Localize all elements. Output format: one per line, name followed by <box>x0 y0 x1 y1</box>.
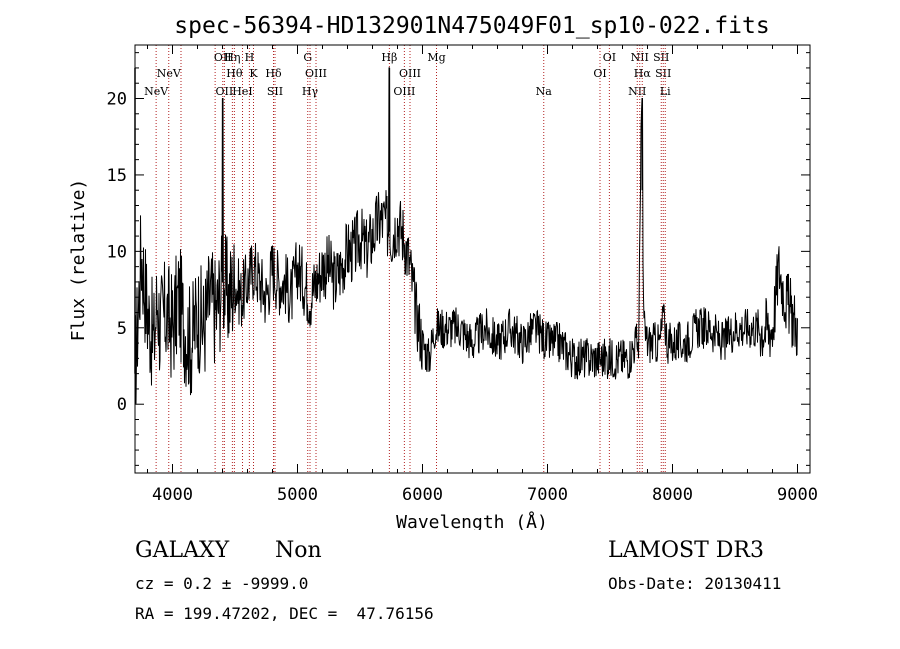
x-tick-label: 9000 <box>777 485 818 505</box>
object-subclass: Non <box>275 538 322 563</box>
marker-label: G <box>303 51 312 64</box>
marker-label: Hη <box>224 51 240 64</box>
spectrum-chart: spec-56394-HD132901N475049F01_sp10-022.f… <box>68 13 818 530</box>
marker-label: OIII <box>399 67 421 80</box>
redshift-value: cz = 0.2 ± -9999.0 <box>135 574 309 593</box>
object-class: GALAXY <box>135 538 230 563</box>
survey-name: LAMOST DR3 <box>608 538 764 563</box>
x-tick-label: 5000 <box>277 485 318 505</box>
chart-title: spec-56394-HD132901N475049F01_sp10-022.f… <box>174 13 769 39</box>
y-tick-label: 10 <box>107 242 127 262</box>
y-axis-label: Flux (relative) <box>68 179 89 342</box>
marker-label: Na <box>536 85 553 98</box>
marker-label: Hθ <box>226 67 243 80</box>
marker-label: SII <box>267 85 283 98</box>
spectrum-series <box>134 67 798 404</box>
marker-label: OI <box>603 51 616 64</box>
y-tick-label: 5 <box>117 319 127 339</box>
marker-label: HeI <box>232 85 252 98</box>
marker-label: SII <box>653 51 669 64</box>
marker-label: OII <box>214 51 232 64</box>
x-tick-label: 6000 <box>402 485 443 505</box>
marker-label: NII <box>631 51 649 64</box>
marker-label: H <box>245 51 255 64</box>
marker-label: OII <box>216 85 234 98</box>
y-axis: 0 5 10 15 20 <box>107 52 810 466</box>
marker-label: OIII <box>305 67 327 80</box>
marker-label: Hδ <box>265 67 282 80</box>
marker-label: NII <box>628 85 646 98</box>
x-tick-label: 8000 <box>652 485 693 505</box>
plot-frame <box>134 44 811 474</box>
observation-date: Obs-Date: 20130411 <box>608 574 782 593</box>
marker-label: Mg <box>427 51 445 64</box>
coordinates: RA = 199.47202, DEC = 47.76156 <box>135 604 434 623</box>
marker-label: NeV <box>144 85 169 98</box>
x-tick-label: 7000 <box>527 485 568 505</box>
marker-label: OIII <box>393 85 415 98</box>
spectrum-line <box>134 67 798 404</box>
marker-label: Hγ <box>302 85 319 98</box>
y-tick-label: 20 <box>107 90 127 110</box>
x-axis: 4000 5000 6000 7000 8000 9000 <box>147 45 818 505</box>
marker-label: NeV <box>157 67 182 80</box>
x-tick-label: 4000 <box>152 485 193 505</box>
y-tick-label: 0 <box>117 395 127 415</box>
marker-label: OI <box>593 67 606 80</box>
x-axis-label: Wavelength (Å) <box>396 511 548 530</box>
marker-label: Hα <box>634 67 652 80</box>
marker-label: Hβ <box>381 51 397 64</box>
marker-label: SII <box>655 67 671 80</box>
y-tick-label: 15 <box>107 166 127 186</box>
marker-label: K <box>249 67 258 80</box>
marker-label: Li <box>660 85 671 98</box>
